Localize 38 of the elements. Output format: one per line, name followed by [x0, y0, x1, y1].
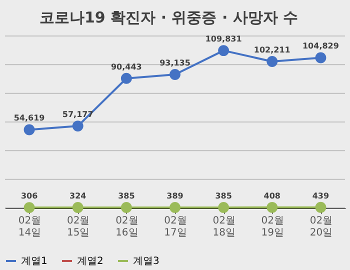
x-tick-label: 02월 17일 — [164, 216, 187, 238]
point — [72, 202, 84, 213]
data-label: 408 — [264, 191, 281, 200]
chart-title: 코로나19 확진자 · 위중증 · 사망자 수 — [40, 8, 298, 26]
x-tick-label: 02월 18일 — [212, 216, 236, 238]
x-tick-label: 02월 14일 — [18, 216, 42, 238]
data-label: 104,829 — [302, 42, 340, 51]
point — [120, 202, 132, 213]
point — [72, 120, 84, 132]
x-tick-label: 02월 19일 — [261, 216, 284, 238]
point — [24, 202, 35, 214]
data-label: 389 — [166, 191, 184, 200]
data-label: 90,443 — [110, 62, 142, 72]
data-label: 102,211 — [254, 46, 291, 54]
data-label: 306 — [20, 192, 38, 201]
point — [266, 56, 278, 67]
point — [315, 202, 326, 213]
point — [24, 124, 35, 136]
data-label: 385 — [118, 191, 136, 200]
x-tick-label: 02월 15일 — [66, 216, 90, 238]
point — [170, 202, 180, 213]
data-label: 324 — [70, 192, 87, 201]
point — [218, 45, 230, 56]
point — [266, 202, 278, 213]
legend-label: 계열1 — [21, 256, 48, 267]
point — [170, 69, 180, 80]
data-label: 385 — [215, 191, 232, 200]
legend-label: 계열2 — [77, 256, 104, 267]
data-label: 54,619 — [14, 114, 46, 123]
data-label: 109,831 — [205, 34, 242, 44]
data-label: 93,135 — [160, 58, 191, 68]
x-tick-label: 02월 16일 — [116, 216, 138, 238]
x-tick-label: 02월 20일 — [310, 216, 333, 238]
point — [315, 52, 326, 64]
data-label: 439 — [312, 191, 330, 200]
point — [120, 72, 132, 84]
legend-label: 계열3 — [133, 256, 160, 267]
point — [218, 202, 230, 213]
